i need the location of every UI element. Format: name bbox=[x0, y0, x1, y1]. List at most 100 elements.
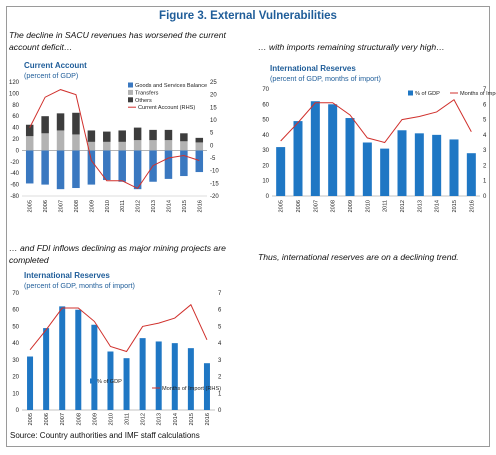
bar bbox=[449, 139, 459, 196]
caption-bottom-right: Thus, international reserves are on a de… bbox=[258, 252, 459, 262]
y2-tick-label: 20 bbox=[210, 93, 217, 99]
legend-swatch bbox=[128, 89, 133, 95]
x-tick-label: 2008 bbox=[76, 413, 82, 425]
y-tick-label: 120 bbox=[9, 80, 20, 86]
x-tick-label: 2015 bbox=[189, 413, 195, 425]
y-tick-label: 50 bbox=[12, 324, 19, 330]
chart-subtitle: (percent of GDP) bbox=[24, 71, 79, 80]
bar bbox=[25, 150, 34, 184]
x-tick-label: 2014 bbox=[173, 413, 179, 425]
bar bbox=[103, 150, 111, 181]
legend-label: Months of Import (RHS) bbox=[460, 91, 496, 97]
bar bbox=[72, 134, 80, 151]
y-tick-label: 70 bbox=[262, 87, 269, 93]
bar bbox=[133, 150, 142, 190]
bar bbox=[75, 309, 82, 410]
y-tick-label: 60 bbox=[12, 308, 19, 314]
y2-tick-label: 0 bbox=[218, 408, 222, 414]
bar bbox=[56, 150, 65, 190]
legend-swatch bbox=[408, 90, 413, 96]
caption-top-left: The decline in SACU revenues has worsene… bbox=[9, 30, 226, 52]
y2-tick-label: 4 bbox=[218, 341, 222, 347]
y-tick-label: 20 bbox=[12, 375, 19, 381]
legend-label: Others bbox=[135, 98, 152, 104]
figure-title: Figure 3. External Vulnerabilities bbox=[159, 10, 337, 22]
x-tick-label: 2006 bbox=[43, 200, 49, 212]
caption-top-right: … with imports remaining structurally ve… bbox=[258, 42, 445, 52]
y-tick-label: 30 bbox=[262, 148, 269, 154]
bar bbox=[118, 150, 126, 182]
bar bbox=[180, 133, 188, 142]
bar bbox=[123, 358, 130, 410]
x-tick-label: 2011 bbox=[120, 200, 126, 212]
y-tick-label: 50 bbox=[262, 118, 269, 124]
bar bbox=[195, 142, 204, 151]
y2-tick-label: -5 bbox=[210, 156, 216, 162]
x-tick-label: 2012 bbox=[141, 413, 147, 425]
bar bbox=[195, 137, 204, 143]
bar bbox=[41, 133, 49, 151]
y-tick-label: 0 bbox=[266, 194, 270, 200]
y2-tick-label: -15 bbox=[210, 181, 219, 187]
series-line bbox=[29, 303, 208, 353]
bar bbox=[25, 136, 34, 151]
bar bbox=[43, 328, 50, 410]
y-tick-label: -40 bbox=[10, 171, 19, 177]
y-tick-label: 60 bbox=[262, 102, 269, 108]
y-tick-label: 10 bbox=[262, 179, 269, 185]
chart-imports-exports: International Reserves (percent of GDP, … bbox=[248, 0, 496, 240]
bar bbox=[187, 348, 194, 410]
bar bbox=[139, 338, 146, 410]
x-tick-label: 2006 bbox=[44, 413, 50, 425]
x-tick-label: 2009 bbox=[92, 413, 98, 425]
bar bbox=[362, 142, 372, 196]
x-tick-label: 2010 bbox=[108, 413, 114, 425]
bar bbox=[155, 341, 162, 410]
y-tick-label: 20 bbox=[12, 137, 19, 143]
y2-tick-label: -10 bbox=[210, 169, 219, 175]
bar bbox=[149, 129, 157, 141]
chart-subtitle: (percent of GDP, months of import) bbox=[270, 74, 381, 83]
chart-canvas: -80 -60 -40 -20 0 20 40 60 80 100 120 -20 -15 -10 -5 0 5… bbox=[9, 80, 219, 212]
legend-label: Current Account (RHS) bbox=[138, 105, 195, 111]
bar bbox=[87, 150, 96, 185]
chart-international-reserves bbox=[248, 240, 496, 430]
x-tick-label: 2011 bbox=[383, 200, 389, 212]
bar bbox=[107, 351, 114, 410]
y2-tick-label: 3 bbox=[483, 148, 487, 154]
x-tick-label: 2012 bbox=[400, 200, 406, 212]
caption-bottom-left: … and FDI inflows declining as major min… bbox=[9, 243, 226, 265]
series-line bbox=[280, 98, 472, 144]
y2-tick-label: 7 bbox=[483, 87, 487, 93]
x-tick-label: 2008 bbox=[74, 200, 80, 212]
bar bbox=[133, 127, 142, 141]
bar bbox=[328, 104, 338, 196]
bar bbox=[171, 343, 178, 410]
x-tick-label: 2005 bbox=[279, 200, 285, 212]
bar bbox=[345, 118, 355, 196]
bar bbox=[41, 116, 49, 134]
y2-tick-label: 25 bbox=[210, 80, 217, 86]
x-tick-label: 2006 bbox=[296, 200, 302, 212]
y-tick-label: 40 bbox=[262, 133, 269, 139]
bar bbox=[432, 134, 442, 196]
legend-label: % of GDP bbox=[97, 379, 122, 385]
bar bbox=[380, 148, 390, 196]
figure-frame bbox=[6, 6, 490, 447]
y-tick-label: 10 bbox=[12, 391, 19, 397]
x-tick-label: 2016 bbox=[197, 200, 203, 212]
x-tick-label: 2016 bbox=[469, 200, 475, 212]
y-tick-label: 60 bbox=[12, 114, 19, 120]
legend-label: Goods and Services Balance bbox=[135, 83, 207, 89]
y2-tick-label: 10 bbox=[210, 118, 217, 124]
bar bbox=[466, 153, 476, 196]
bar bbox=[133, 140, 142, 151]
y2-tick-label: 3 bbox=[218, 358, 222, 364]
y2-tick-label: 1 bbox=[483, 179, 487, 185]
y-tick-label: 0 bbox=[16, 148, 20, 154]
bar bbox=[41, 150, 49, 185]
chart-canvas bbox=[248, 240, 496, 430]
x-tick-label: 2011 bbox=[125, 413, 131, 425]
y2-tick-label: 0 bbox=[483, 194, 487, 200]
chart-title: Current Account bbox=[24, 61, 87, 70]
